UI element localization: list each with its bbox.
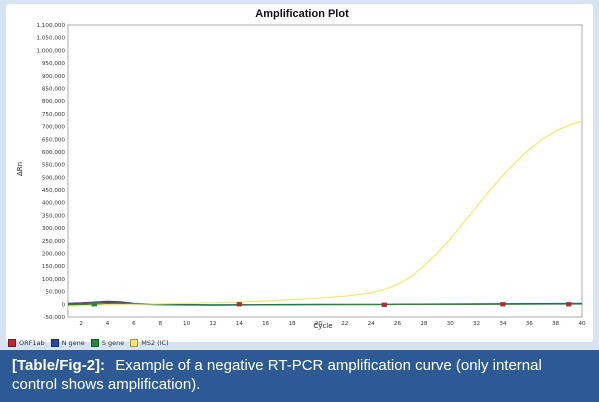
plot-card: Amplification Plot -50,000 0 50,000 100,000… [6, 4, 593, 342]
y-tick-label: 950,000 [42, 61, 66, 67]
x-tick-label: 4 [106, 321, 110, 327]
x-tick-label: 16 [262, 321, 270, 327]
legend-item-n-gene: N gene [50, 339, 85, 347]
y-tick-label: 1,050,000 [37, 36, 66, 42]
plot-area [67, 24, 583, 318]
x-tick-label: 18 [288, 321, 296, 327]
x-tick-label: 32 [473, 321, 480, 327]
x-tick-label: 24 [368, 321, 376, 327]
legend-label-s-gene: S gene [101, 339, 125, 347]
x-tick-label: 20 [315, 321, 323, 327]
y-tick-label: 700,000 [42, 125, 66, 131]
series-line-ms2-ic [67, 120, 583, 307]
series-marker [236, 302, 242, 307]
y-tick-label: 800,000 [42, 99, 66, 105]
chart-title: Amplification Plot [255, 8, 349, 20]
y-tick-label: 400,000 [42, 201, 66, 207]
axes [67, 24, 583, 318]
y-tick-label: -50,000 [43, 315, 65, 321]
series-lines [67, 120, 583, 307]
series-markers [91, 302, 572, 307]
legend-label-n-gene: N gene [61, 339, 85, 347]
legend-label-orf1ab: ORF1ab [19, 339, 45, 347]
legend-item-ms2-ic: MS2 (IC) [130, 339, 169, 347]
x-tick-label: 38 [552, 321, 560, 327]
y-tick-label: 100,000 [42, 277, 66, 283]
caption-label: [Table/Fig-2]: [12, 357, 106, 374]
legend-item-orf1ab: ORF1ab [8, 339, 45, 347]
y-tick-label: 1,100,000 [37, 23, 66, 29]
x-tick-label: 22 [341, 321, 348, 327]
y-tick-label: 200,000 [42, 252, 66, 258]
legend-label-ms2-ic: MS2 (IC) [141, 339, 169, 347]
legend-swatch-n-gene [50, 339, 59, 347]
y-axis-label: ΔRn [16, 162, 24, 176]
x-tick-label: 26 [394, 321, 402, 327]
y-tick-label: 750,000 [42, 112, 66, 118]
x-tick-label: 6 [132, 321, 136, 327]
y-tick-label: 50,000 [45, 290, 65, 296]
figure-caption: [Table/Fig-2]: Example of a negative RT-… [0, 350, 599, 402]
x-tick-labels: 2 4 6 8 10 12 14 16 18 20 22 24 26 28 30 32 34 36 38 40 [79, 321, 586, 327]
legend-swatch-orf1ab [8, 339, 16, 347]
y-tick-label: 250,000 [42, 239, 66, 245]
y-tick-label: 150,000 [42, 264, 66, 270]
series-marker [500, 302, 506, 307]
y-tick-label: 900,000 [42, 74, 66, 80]
caption-text: Example of a negative RT-PCR amplificati… [12, 357, 542, 393]
legend-swatch-ms2-ic [130, 339, 139, 347]
y-tick-label: 1,000,000 [37, 48, 66, 54]
series-marker [91, 302, 98, 307]
x-tick-label: 14 [236, 321, 244, 327]
x-tick-label: 2 [79, 321, 83, 327]
y-tick-label: 300,000 [42, 226, 66, 232]
x-tick-label: 12 [209, 321, 216, 327]
x-tick-label: 36 [526, 321, 534, 327]
y-tick-label: 600,000 [42, 150, 66, 156]
x-tick-label: 34 [499, 321, 507, 327]
x-tick-label: 10 [183, 321, 191, 327]
y-tick-label: 500,000 [42, 175, 66, 181]
legend-item-s-gene: S gene [90, 339, 125, 347]
amplification-chart: Amplification Plot -50,000 0 50,000 100,000… [16, 8, 586, 330]
y-tick-label: 0 [61, 302, 65, 308]
y-tick-label: 650,000 [42, 137, 66, 143]
x-tick-label: 28 [420, 321, 428, 327]
x-tick-label: 40 [578, 321, 586, 327]
y-tick-labels: -50,000 0 50,000 100,000 150,000 200,000 250,0… [37, 23, 66, 321]
legend-swatch-s-gene [90, 339, 99, 347]
chart-legend: ORF1ab N gene S gene MS2 (IC) [8, 336, 175, 350]
series-marker [566, 302, 572, 307]
x-axis-label: Cycle [313, 322, 332, 330]
x-tick-label: 30 [447, 321, 455, 327]
series-line-s-gene [67, 302, 582, 306]
x-tick-label: 8 [158, 321, 162, 327]
y-tick-label: 850,000 [42, 86, 66, 92]
series-marker [381, 302, 387, 307]
y-tick-label: 450,000 [42, 188, 66, 194]
y-tick-label: 550,000 [42, 163, 66, 169]
y-tick-label: 350,000 [42, 213, 66, 219]
